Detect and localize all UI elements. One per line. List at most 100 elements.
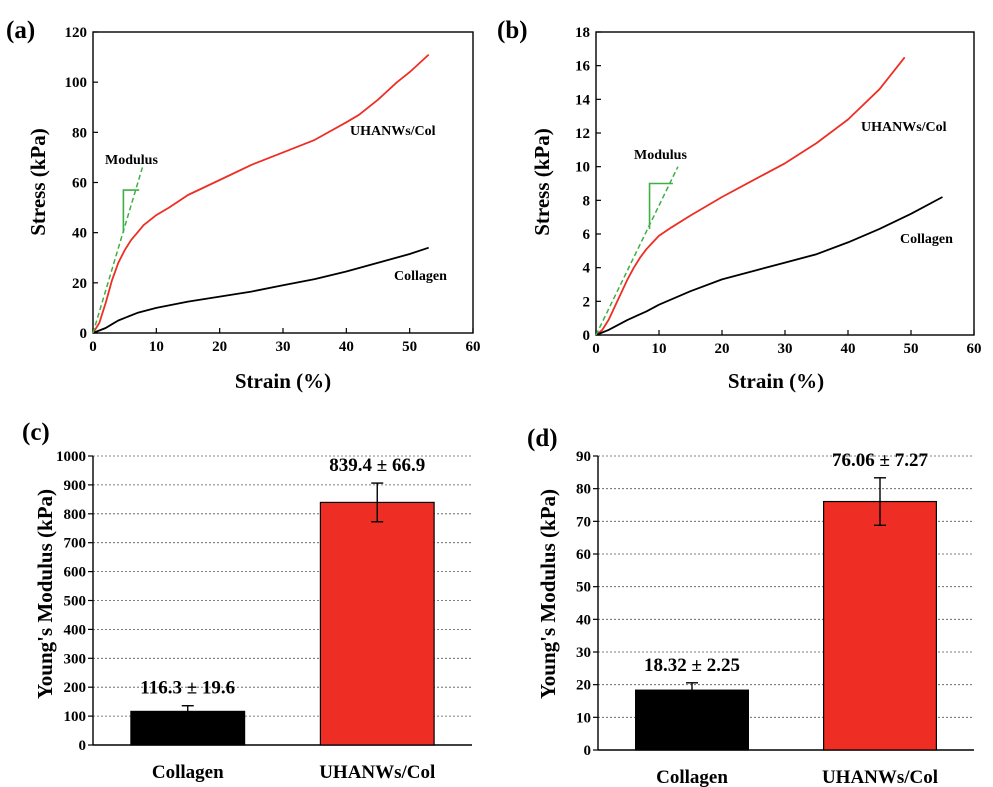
category-label-uhanws-d: UHANWs/Col (822, 767, 938, 787)
x-tick-label-b: 40 (841, 341, 856, 357)
bar-chart-d: 0 10 20 30 40 50 60 70 80 90 18.32 ± 2.25 Collagen 7… (576, 449, 974, 787)
error-bar-collagen-d (686, 682, 698, 699)
value-label-uhanws-d: 76.06 ± 7.27 (832, 450, 928, 471)
series-label-uhanws-a: UHANWs/Col (350, 124, 436, 139)
y-tick-label-a: 40 (72, 226, 87, 242)
y-tick-label-c: 400 (64, 622, 87, 638)
series-line-collagen-b (595, 196, 943, 336)
y-tick-label-c: 700 (64, 536, 87, 552)
y-tick-label-d: 0 (584, 743, 592, 759)
y-tick-label-b: 0 (583, 328, 591, 344)
x-tick-label-b: 60 (967, 341, 982, 357)
x-axis-label-a: Strain (%) (235, 369, 331, 393)
x-tick-label-a: 60 (466, 339, 481, 355)
panel-label-b: (b) (497, 17, 528, 44)
x-tick-label-b: 30 (778, 341, 793, 357)
value-label-collagen-d: 18.32 ± 2.25 (644, 655, 740, 676)
y-tick-label-b: 12 (575, 126, 590, 142)
y-axis-label-b: Stress (kPa) (530, 128, 554, 236)
series-label-uhanws-b: UHANWs/Col (861, 120, 947, 135)
modulus-tangent-line-a (92, 167, 144, 334)
y-axis-label-d: Young's Modulus (kPa) (536, 489, 560, 699)
y-tick-label-c: 800 (64, 507, 87, 523)
series-label-collagen-a: Collagen (394, 269, 447, 284)
x-tick-label-a: 10 (149, 339, 164, 355)
y-tick-label-b: 2 (583, 294, 591, 310)
y-tick-label-d: 40 (576, 612, 591, 628)
value-label-collagen-c: 116.3 ± 19.6 (140, 678, 235, 699)
category-label-collagen-c: Collagen (152, 762, 224, 783)
x-tick-label-a: 0 (89, 339, 97, 355)
panel-b: (b) 0 10 20 30 40 50 60 0 2 4 6 8 10 12 14 16 18 Strain … (497, 17, 982, 393)
y-axis-label-c: Young's Modulus (kPa) (33, 489, 57, 699)
x-axis-label-b: Strain (%) (728, 369, 824, 393)
plot-frame-a (92, 31, 474, 334)
x-tick-label-a: 20 (212, 339, 227, 355)
error-bar-collagen-c (181, 705, 194, 718)
x-tick-label-a: 40 (339, 339, 354, 355)
y-axis-label-a: Stress (kPa) (26, 128, 50, 236)
y-tick-label-b: 16 (575, 59, 591, 75)
x-tick-label-b: 10 (652, 341, 667, 357)
y-tick-label-d: 80 (576, 482, 591, 498)
y-tick-label-c: 0 (79, 738, 87, 754)
bar-uhanws-d (822, 500, 937, 751)
bar-collagen-d (634, 689, 749, 751)
y-tick-label-b: 18 (575, 25, 590, 41)
y-tick-label-b: 8 (583, 193, 591, 209)
y-tick-label-d: 10 (576, 710, 591, 726)
category-label-uhanws-c: UHANWs/Col (319, 762, 435, 783)
value-label-uhanws-c: 839.4 ± 66.9 (329, 455, 425, 476)
panel-a: (a) 0 10 20 30 40 50 60 0 20 40 60 80 100 120 Strain … (6, 17, 481, 393)
bar-chart-c: 0 100 200 300 400 500 600 700 800 900 1000 116.3 ± … (56, 449, 472, 783)
y-tick-label-d: 30 (576, 645, 591, 661)
y-tick-label-a: 100 (65, 75, 88, 91)
y-tick-label-c: 900 (64, 478, 87, 494)
y-tick-label-b: 4 (583, 261, 591, 277)
y-tick-label-c: 200 (64, 680, 87, 696)
modulus-tangent-line-b (595, 166, 679, 336)
y-tick-label-a: 80 (72, 125, 87, 141)
series-line-uhanws-a (92, 53, 430, 334)
line-chart-a: 0 10 20 30 40 50 60 0 20 40 60 80 100 120 (65, 25, 481, 355)
x-tick-label-b: 20 (715, 341, 730, 357)
panel-label-c: (c) (22, 419, 50, 446)
y-tick-label-d: 20 (576, 678, 591, 694)
y-tick-label-c: 300 (64, 651, 87, 667)
series-label-collagen-b: Collagen (900, 232, 953, 247)
y-tick-label-c: 600 (64, 565, 87, 581)
series-line-collagen-a (92, 246, 429, 334)
y-tick-label-d: 90 (576, 449, 591, 465)
error-bar-uhanws-d (874, 477, 886, 526)
y-tick-label-a: 60 (72, 176, 87, 192)
modulus-bracket-b (648, 182, 673, 229)
y-tick-label-d: 70 (576, 514, 591, 530)
y-tick-label-b: 14 (575, 92, 591, 108)
series-line-uhanws-b (595, 56, 906, 336)
y-tick-label-d: 60 (576, 547, 591, 563)
y-tick-label-c: 1000 (56, 449, 86, 465)
bar-uhanws-c (319, 501, 435, 746)
x-tick-label-b: 0 (592, 341, 600, 357)
y-tick-label-b: 10 (575, 160, 590, 176)
y-tick-label-c: 500 (64, 594, 87, 610)
modulus-bracket-a (122, 189, 140, 233)
modulus-annotation-a: Modulus (105, 153, 158, 168)
y-tick-label-a: 20 (72, 276, 87, 292)
modulus-annotation-b: Modulus (634, 148, 687, 163)
error-bar-uhanws-c (371, 482, 384, 523)
x-tick-label-a: 30 (276, 339, 291, 355)
panel-label-d: (d) (527, 425, 558, 452)
y-tick-label-b: 6 (583, 227, 591, 243)
y-tick-label-a: 0 (80, 326, 88, 342)
x-tick-label-b: 50 (904, 341, 919, 357)
panel-label-a: (a) (6, 17, 35, 44)
line-chart-b: 0 10 20 30 40 50 60 0 2 4 6 8 10 12 14 16 18 (575, 25, 982, 357)
y-tick-label-d: 50 (576, 580, 591, 596)
y-tick-label-c: 100 (64, 709, 87, 725)
x-tick-label-a: 50 (402, 339, 417, 355)
panel-d: (d) 0 10 20 30 40 50 60 70 80 90 18.32 ± 2.25 Colla… (527, 425, 974, 787)
panel-c: (c) 0 100 200 300 400 500 600 700 800 900 1000 116.… (22, 419, 472, 783)
category-label-collagen-d: Collagen (656, 767, 728, 787)
